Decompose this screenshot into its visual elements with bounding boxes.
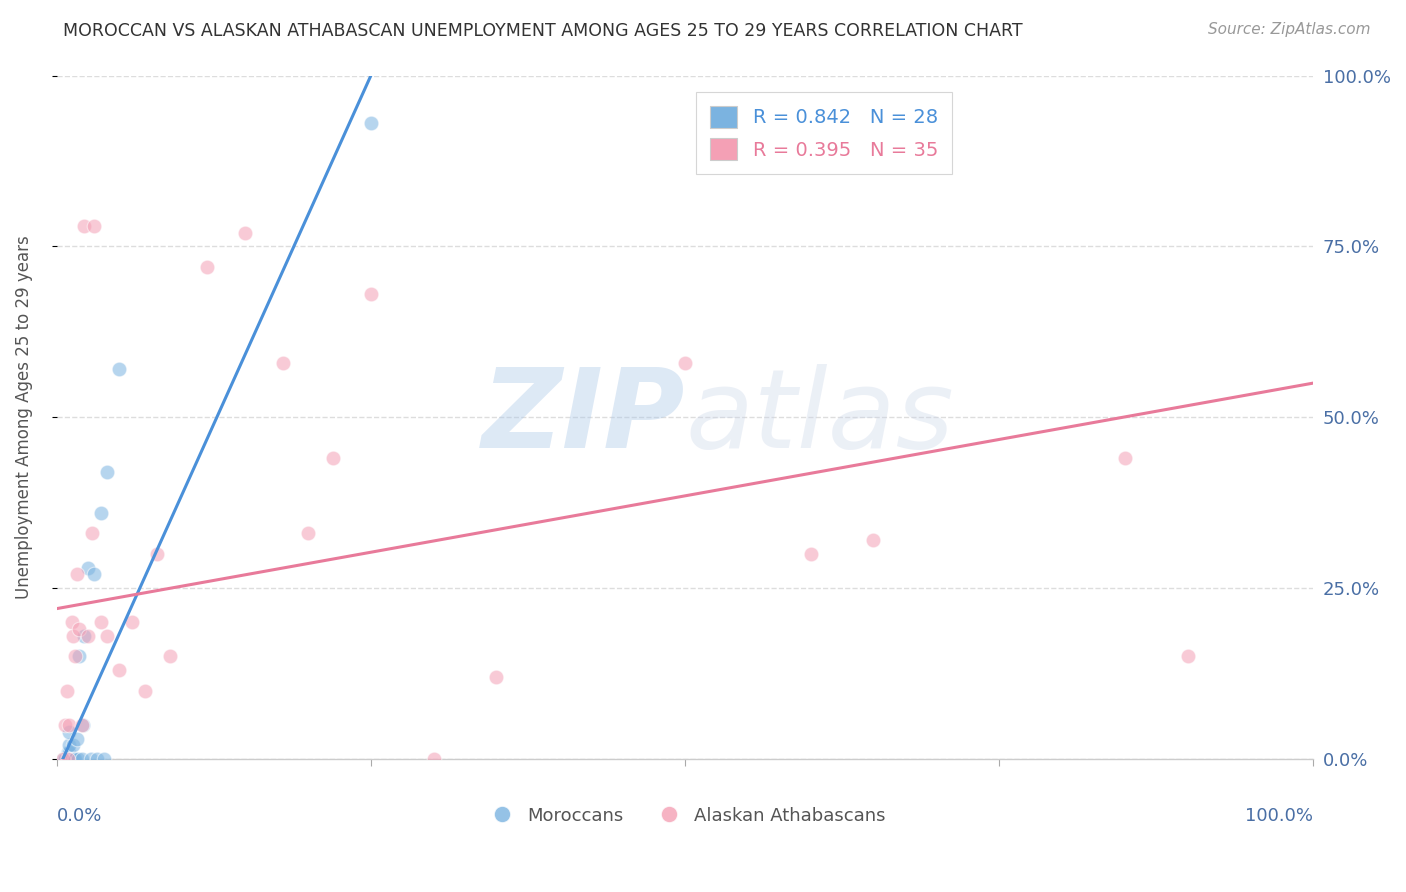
Legend: Moroccans, Alaskan Athabascans: Moroccans, Alaskan Athabascans: [477, 799, 893, 832]
Point: [93, 752, 115, 766]
Text: ZIP: ZIP: [481, 364, 685, 471]
Point: [63, 752, 86, 766]
Point: [146, 547, 169, 561]
Text: MOROCCAN VS ALASKAN ATHABASCAN UNEMPLOYMENT AMONG AGES 25 TO 29 YEARS CORRELATIO: MOROCCAN VS ALASKAN ATHABASCAN UNEMPLOYM…: [63, 22, 1024, 40]
Point: [233, 226, 256, 240]
Point: [66, 752, 89, 766]
Point: [70, 718, 93, 732]
Point: [60, 615, 83, 630]
Y-axis label: Unemployment Among Ages 25 to 29 years: Unemployment Among Ages 25 to 29 years: [15, 235, 32, 599]
Point: [96, 629, 118, 643]
Point: [58, 718, 80, 732]
Point: [77, 629, 100, 643]
Point: [52, 752, 75, 766]
Point: [73, 219, 96, 233]
Point: [58, 752, 80, 766]
Point: [55, 752, 77, 766]
Point: [360, 116, 382, 130]
Text: atlas: atlas: [685, 364, 953, 471]
Point: [70, 752, 93, 766]
Text: 0.0%: 0.0%: [56, 807, 103, 825]
Point: [90, 506, 112, 520]
Point: [485, 670, 508, 684]
Point: [60, 752, 83, 766]
Point: [1114, 451, 1136, 466]
Point: [73, 629, 96, 643]
Point: [83, 567, 105, 582]
Point: [322, 451, 344, 466]
Point: [80, 526, 103, 541]
Point: [134, 683, 156, 698]
Point: [53, 752, 76, 766]
Point: [55, 683, 77, 698]
Point: [862, 533, 884, 548]
Point: [62, 739, 84, 753]
Point: [197, 260, 219, 274]
Point: [65, 649, 87, 664]
Point: [360, 287, 382, 301]
Point: [159, 649, 181, 664]
Point: [58, 724, 80, 739]
Point: [96, 465, 118, 479]
Point: [67, 622, 90, 636]
Point: [65, 752, 87, 766]
Point: [422, 752, 444, 766]
Point: [66, 731, 89, 746]
Point: [55, 752, 77, 766]
Point: [67, 649, 90, 664]
Point: [108, 663, 131, 677]
Point: [297, 526, 319, 541]
Point: [58, 745, 80, 759]
Point: [83, 219, 105, 233]
Text: 100.0%: 100.0%: [1246, 807, 1313, 825]
Point: [62, 629, 84, 643]
Point: [673, 355, 696, 369]
Point: [58, 739, 80, 753]
Point: [56, 752, 79, 766]
Point: [90, 615, 112, 630]
Point: [52, 752, 75, 766]
Point: [77, 560, 100, 574]
Point: [108, 362, 131, 376]
Point: [66, 567, 89, 582]
Point: [56, 745, 79, 759]
Point: [121, 615, 143, 630]
Point: [271, 355, 294, 369]
Point: [800, 547, 823, 561]
Point: [86, 752, 108, 766]
Point: [72, 718, 94, 732]
Text: Source: ZipAtlas.com: Source: ZipAtlas.com: [1208, 22, 1371, 37]
Point: [1177, 649, 1199, 664]
Point: [55, 718, 77, 732]
Point: [79, 752, 101, 766]
